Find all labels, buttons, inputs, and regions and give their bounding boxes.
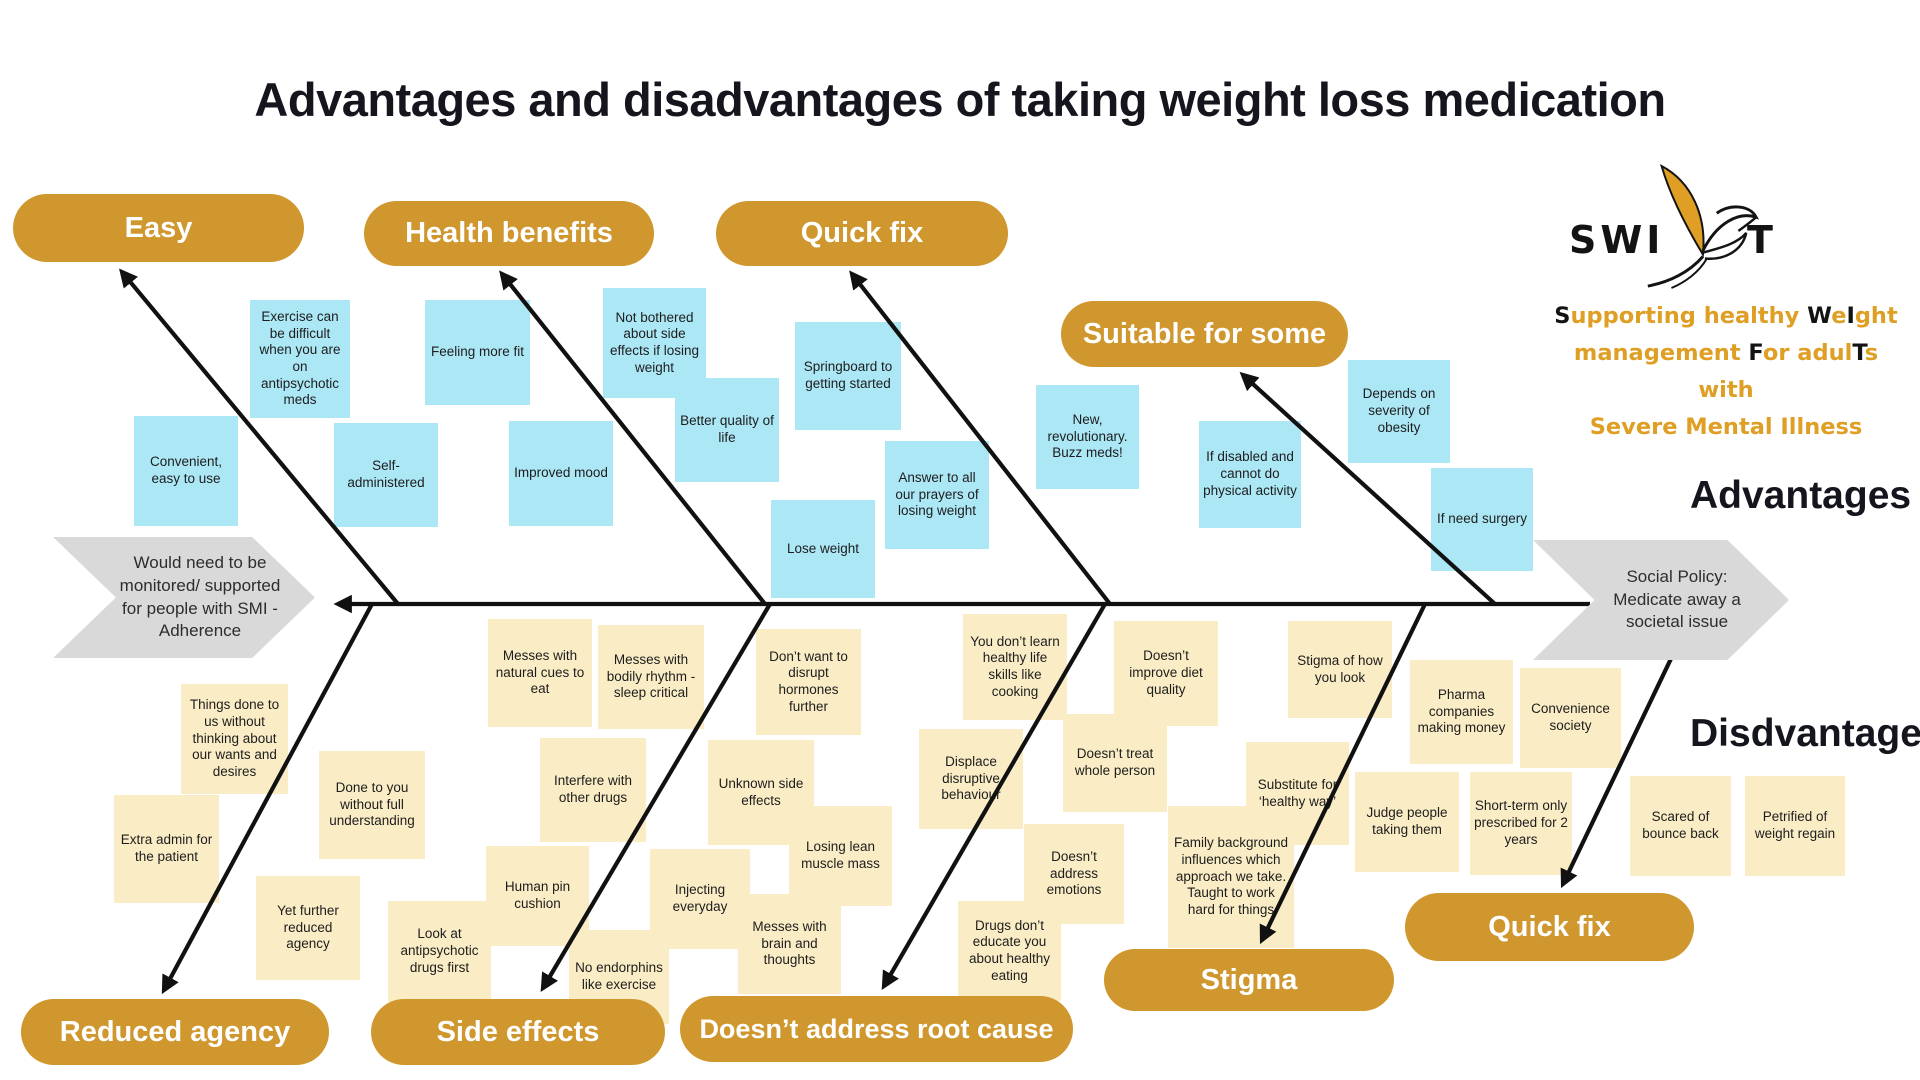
category-pill-reduced-agency: Reduced agency (21, 999, 329, 1065)
category-pill-side-effects: Side effects (371, 999, 665, 1065)
logo-tagline: Supporting healthy WeIght management For… (1545, 298, 1907, 446)
swift-bird-icon (1647, 164, 1760, 289)
swift-logo: SWI T Supporting healthy WeIght manageme… (1545, 158, 1907, 440)
sticky-note-disadvantage: Scared of bounce back (1630, 776, 1731, 876)
sticky-note-advantage: Feeling more fit (425, 300, 530, 405)
logo-brand-text-right: T (1747, 218, 1777, 262)
sticky-note-disadvantage: Messes with bodily rhythm - sleep critic… (598, 625, 704, 729)
sticky-note-disadvantage: Don’t want to disrupt hormones further (756, 629, 861, 735)
sticky-note-disadvantage: Pharma companies making money (1410, 660, 1513, 764)
logo-tagline-line: Severe Mental Illness (1589, 414, 1863, 440)
sticky-note-disadvantage: Judge people taking them (1355, 772, 1459, 872)
advantages-label: Advantages (1690, 474, 1912, 517)
sticky-note-advantage: Springboard to getting started (795, 322, 901, 430)
sticky-note-disadvantage: Stigma of how you look (1288, 621, 1392, 718)
category-pill-root-cause: Doesn’t address root cause (680, 996, 1073, 1062)
page-title: Advantages and disadvantages of taking w… (254, 73, 1666, 126)
sticky-note-advantage: Convenient, easy to use (134, 416, 238, 526)
sticky-note-disadvantage: Drugs don’t educate you about healthy ea… (958, 901, 1061, 1001)
sticky-note-disadvantage: Messes with natural cues to eat (488, 619, 592, 727)
category-pill-stigma: Stigma (1104, 949, 1394, 1011)
sticky-note-disadvantage: Things done to us without thinking about… (181, 684, 288, 794)
logo-tagline-line: management For adulTs with (1573, 340, 1879, 403)
sticky-note-advantage: Better quality of life (675, 378, 779, 482)
sticky-note-advantage: Answer to all our prayers of losing weig… (885, 441, 989, 549)
category-pill-quick-fix-bottom: Quick fix (1405, 893, 1694, 961)
sticky-note-disadvantage: Look at antipsychotic drugs first (388, 901, 491, 1002)
spine-head-chevron: Social Policy: Medicate away a societal … (1533, 540, 1789, 660)
sticky-note-disadvantage: Extra admin for the patient (114, 795, 219, 903)
sticky-note-advantage: Exercise can be difficult when you are o… (250, 300, 350, 418)
sticky-note-disadvantage: Messes with brain and thoughts (738, 894, 841, 994)
sticky-note-disadvantage: Doesn’t improve diet quality (1114, 621, 1218, 726)
spine-tail-label: Would need to be monitored/ supported fo… (119, 552, 281, 641)
spine-tail-chevron: Would need to be monitored/ supported fo… (53, 537, 315, 658)
sticky-note-disadvantage: Yet further reduced agency (256, 876, 360, 980)
sticky-note-disadvantage: Done to you without full understanding (319, 751, 425, 859)
sticky-note-disadvantage: Losing lean muscle mass (789, 806, 892, 906)
sticky-note-advantage: Depends on severity of obesity (1348, 360, 1450, 463)
sticky-note-disadvantage: Displace disruptive behaviour (919, 729, 1023, 829)
logo-brand-text-left: SWI (1569, 218, 1665, 262)
sticky-note-advantage: New, revolutionary. Buzz meds! (1036, 385, 1139, 489)
logo-tagline-line: Supporting healthy WeIght (1554, 303, 1898, 329)
category-pill-health-benefits: Health benefits (364, 201, 654, 266)
sticky-note-disadvantage: Convenience society (1520, 668, 1621, 768)
sticky-note-advantage: Improved mood (509, 421, 613, 526)
sticky-note-advantage: Self-administered (334, 423, 438, 527)
sticky-note-advantage: Lose weight (771, 500, 875, 598)
sticky-note-disadvantage: Short-term only prescribed for 2 years (1470, 772, 1572, 875)
disadvantages-label: Disdvantages (1690, 712, 1920, 755)
sticky-note-disadvantage: Family background influences which appro… (1168, 806, 1294, 948)
sticky-note-disadvantage: Doesn’t treat whole person (1063, 714, 1167, 812)
spine-head-label: Social Policy: Medicate away a societal … (1613, 566, 1741, 632)
sticky-note-disadvantage: You don’t learn healthy life skills like… (963, 614, 1067, 720)
sticky-note-disadvantage: Petrified of weight regain (1745, 776, 1845, 876)
sticky-note-disadvantage: Interfere with other drugs (540, 738, 646, 842)
category-pill-easy: Easy (13, 194, 304, 262)
sticky-note-advantage: If disabled and cannot do physical activ… (1199, 421, 1301, 528)
category-pill-suitable-for-some: Suitable for some (1061, 301, 1348, 367)
sticky-note-advantage: If need surgery (1431, 468, 1533, 571)
category-pill-quick-fix-top: Quick fix (716, 201, 1008, 266)
